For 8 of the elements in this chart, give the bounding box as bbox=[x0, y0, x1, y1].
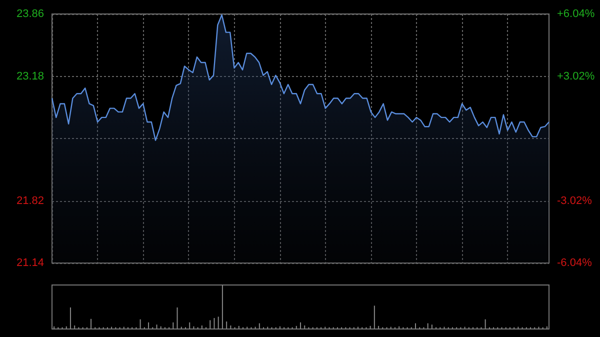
y2-tick-label: +6.04% bbox=[557, 8, 595, 20]
y-tick-label: 23.86 bbox=[16, 8, 44, 20]
y-tick-label: 21.82 bbox=[16, 194, 44, 207]
y-tick-label: 23.18 bbox=[16, 70, 44, 82]
y2-tick-label: -6.04% bbox=[557, 257, 592, 269]
y2-tick-label: -3.02% bbox=[557, 194, 592, 207]
y-tick-label: 21.14 bbox=[16, 257, 44, 269]
y2-tick-label: +3.02% bbox=[557, 70, 595, 82]
